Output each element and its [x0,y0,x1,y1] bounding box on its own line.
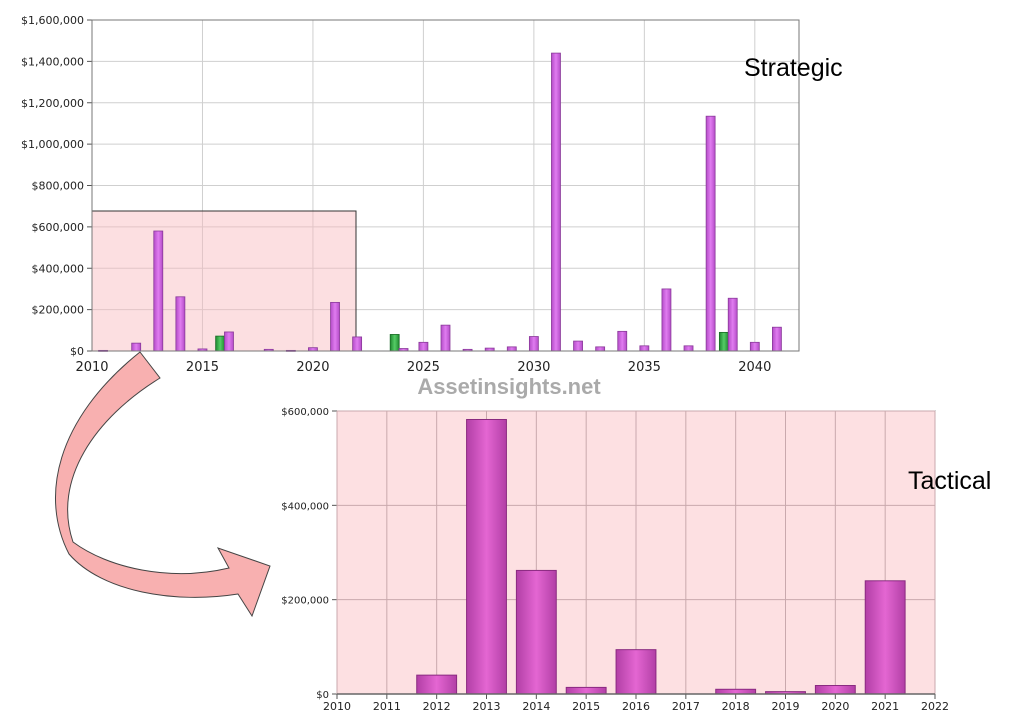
strategic-y-tick-label: $1,600,000 [21,14,84,27]
strategic-y-tick-label: $600,000 [32,221,85,234]
tactical-bar [814,685,856,695]
strategic-y-tick-label: $400,000 [32,262,85,275]
tactical-bar [565,686,607,695]
tactical-x-tick-label: 2019 [772,700,800,713]
strategic-x-tick-label: 2015 [186,360,219,375]
strategic-x-tick-label: 2025 [407,360,440,375]
watermark: Assetinsights.net [417,374,601,399]
strategic-chart: $0 $200,000 $400,000 $600,000 $800,000 $1,000… [21,14,843,375]
tactical-x-tick-label: 2013 [473,700,501,713]
tactical-zoom-region [91,210,357,352]
strategic-bar [749,341,760,352]
strategic-bar [224,331,234,352]
strategic-y-tick-label: $800,000 [32,180,85,193]
strategic-bar [352,336,363,352]
strategic-bar [175,296,186,352]
strategic-bar [727,297,738,352]
strategic-bar [389,334,400,352]
tactical-x-tick-label: 2011 [373,700,401,713]
tactical-bar [864,580,906,695]
strategic-y-tick-label: $200,000 [32,304,85,317]
strategic-x-tick-label: 2020 [296,360,329,375]
strategic-x-tick-label: 2010 [75,360,108,375]
strategic-y-tick-label: $1,000,000 [21,138,84,151]
strategic-bar [595,346,606,352]
strategic-y-tick-label: $1,200,000 [21,97,84,110]
tactical-bar [515,569,557,695]
tactical-bar [615,649,657,695]
strategic-bar [772,326,782,352]
tactical-bars [416,418,906,695]
tactical-x-tick-label: 2015 [572,700,600,713]
tactical-x-tick-label: 2022 [921,700,949,713]
strategic-bar [440,324,451,352]
tactical-bar [416,674,458,695]
tactical-x-tick-label: 2010 [323,700,351,713]
tactical-x-tick-label: 2016 [622,700,650,713]
strategic-bar [330,301,340,352]
tactical-y-tick-labels: $0 $200,000 $400,000 $600,000 [281,407,329,701]
strategic-bar [617,330,628,352]
tactical-bar [466,418,507,695]
strategic-bar [639,345,650,352]
strategic-bar [551,52,561,352]
tactical-y-tick-label: $0 [316,690,329,701]
tactical-y-tick-label: $200,000 [281,596,329,607]
tactical-x-tick-label: 2018 [722,700,750,713]
zoom-arrow-icon [54,351,271,618]
strategic-x-tick-label: 2030 [517,360,550,375]
tactical-x-tick-label: 2020 [821,700,849,713]
strategic-y-tick-label: $1,400,000 [21,55,84,68]
tactical-x-tick-label: 2012 [423,700,451,713]
strategic-bar [131,342,142,352]
strategic-y-tick-label: $0 [70,345,84,358]
strategic-bar [705,115,716,352]
strategic-bar [528,336,539,352]
strategic-label: Strategic [744,54,843,82]
strategic-bar [215,335,226,352]
strategic-bar [573,340,583,352]
strategic-x-tick-label: 2035 [628,360,661,375]
tactical-chart: $0$200,000$400,000$600,000 2010 2011 2012 2… [281,407,991,713]
strategic-bar [506,346,517,352]
strategic-y-tick-labels: $0 $200,000 $400,000 $600,000 $800,000 $1,000… [21,14,84,358]
tactical-x-tick-label: 2021 [871,700,899,713]
strategic-x-tick-labels: 2010 2015 2020 2025 2030 2035 2040 [75,360,771,375]
strategic-x-tick-label: 2040 [738,360,771,375]
strategic-bar [718,331,729,352]
tactical-y-tick-label: $400,000 [281,501,329,512]
tactical-x-tick-labels: 2010 2011 2012 2013 2014 2015 2016 2017 2018 2019… [323,700,949,713]
tactical-label: Tactical [908,467,991,495]
tactical-x-tick-label: 2017 [672,700,700,713]
strategic-plot-border [91,19,800,352]
strategic-bar [661,288,672,352]
strategic-bar [153,230,164,352]
tactical-y-tick-label: $600,000 [281,407,329,418]
strategic-bar [418,341,429,352]
tactical-x-tick-label: 2014 [522,700,550,713]
strategic-bar [683,345,694,352]
